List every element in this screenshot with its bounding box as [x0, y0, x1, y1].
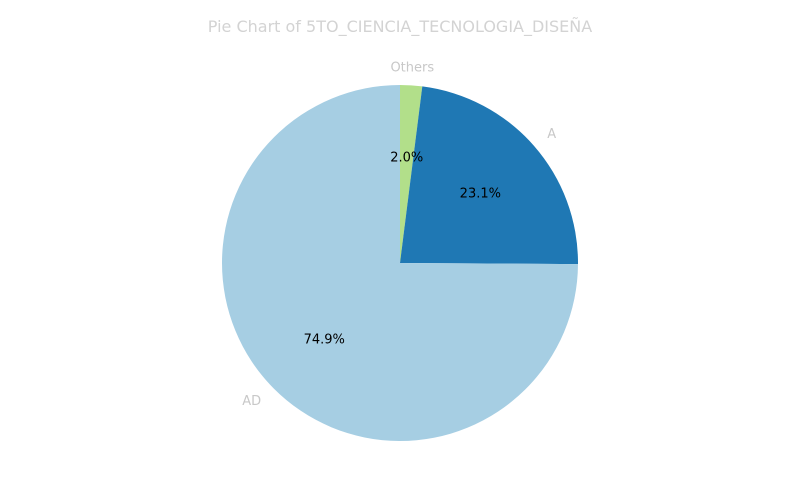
pie-labels: Others 2.0% A 23.1% AD 74.9% — [242, 61, 556, 409]
pie-slices — [221, 85, 578, 441]
slice-percent-ad: 74.9% — [304, 332, 345, 347]
pie-slice-a — [400, 86, 578, 265]
slice-label-a: A — [547, 127, 556, 142]
pie-slice-ad — [221, 85, 578, 441]
slice-percent-others: 2.0% — [390, 150, 423, 165]
slice-percent-a: 23.1% — [460, 187, 501, 202]
pie-slice-others — [400, 85, 423, 263]
slice-label-ad: AD — [242, 394, 261, 409]
chart-title: Pie Chart of 5TO_CIENCIA_TECNOLOGIA_DISE… — [208, 17, 592, 37]
slice-label-others: Others — [390, 61, 434, 76]
